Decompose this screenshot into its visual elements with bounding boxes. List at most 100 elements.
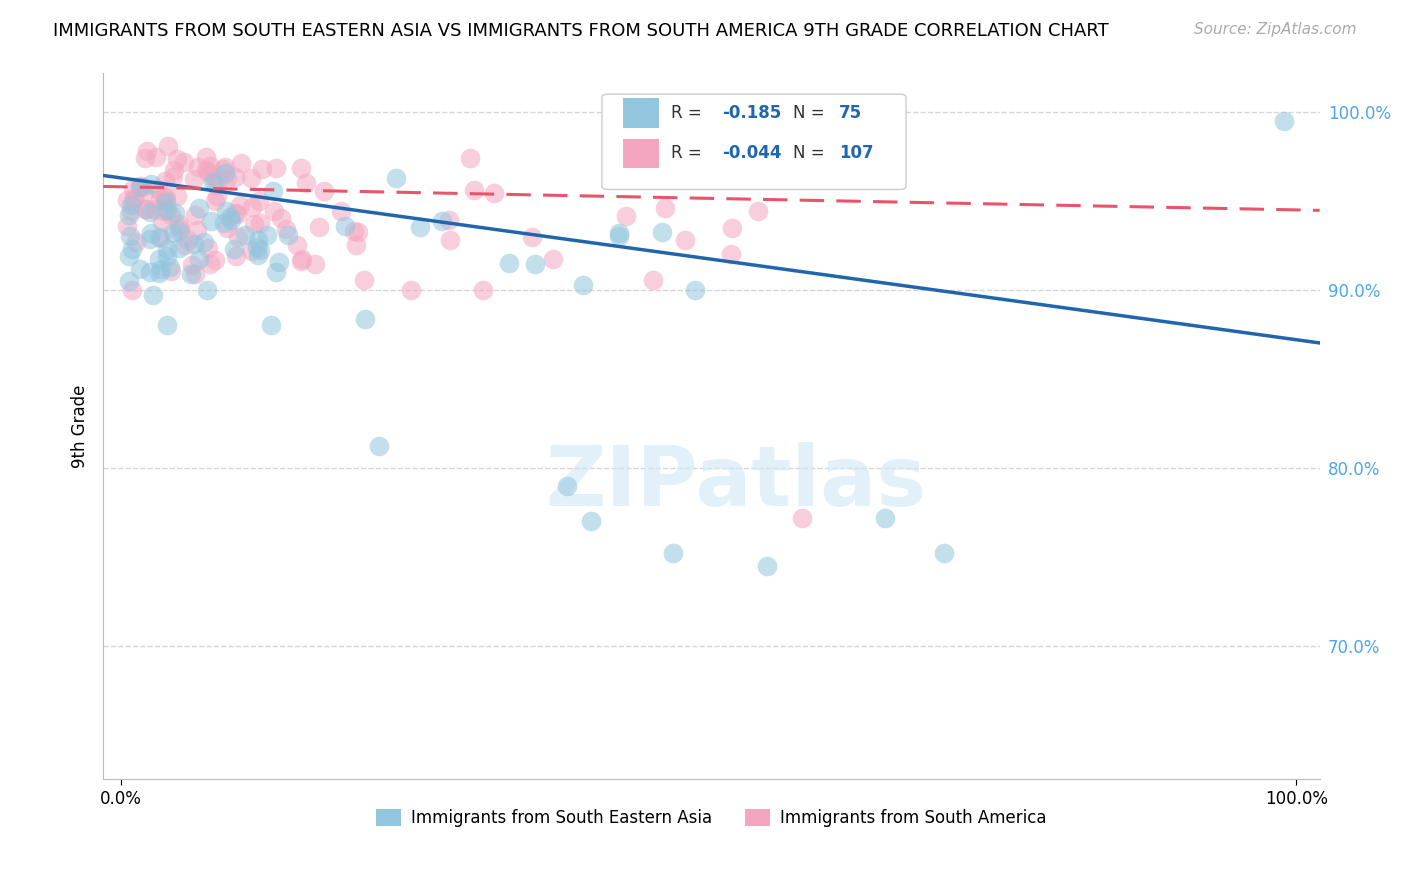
Point: [207, 176, 229, 190]
Point: [756, 558, 779, 573]
Point: [222, 242, 245, 256]
Point: [138, 232, 160, 246]
Point: [153, 203, 176, 218]
Point: [614, 210, 637, 224]
Point: [177, 233, 200, 247]
Point: [243, 217, 266, 231]
Point: [188, 252, 211, 267]
Point: [118, 208, 141, 222]
Point: [262, 185, 284, 199]
Text: IMMIGRANTS FROM SOUTH EASTERN ASIA VS IMMIGRANTS FROM SOUTH AMERICA 9TH GRADE CO: IMMIGRANTS FROM SOUTH EASTERN ASIA VS IM…: [53, 22, 1109, 40]
Point: [270, 211, 292, 226]
Point: [160, 208, 183, 222]
Point: [128, 178, 150, 193]
Point: [205, 178, 228, 193]
Text: Source: ZipAtlas.com: Source: ZipAtlas.com: [1194, 22, 1357, 37]
Point: [226, 229, 249, 244]
Point: [662, 546, 685, 560]
Point: [122, 191, 145, 205]
Legend: Immigrants from South Eastern Asia, Immigrants from South America: Immigrants from South Eastern Asia, Immi…: [370, 803, 1053, 834]
Point: [156, 318, 179, 333]
Point: [215, 171, 238, 186]
Point: [166, 189, 188, 203]
Point: [184, 267, 207, 281]
Point: [484, 186, 506, 200]
Point: [200, 159, 222, 173]
Point: [308, 220, 330, 235]
Text: ZIPatlas: ZIPatlas: [546, 442, 927, 523]
Point: [523, 257, 546, 271]
Text: R =: R =: [671, 104, 707, 122]
Point: [1274, 114, 1296, 128]
Point: [214, 160, 236, 174]
Point: [139, 227, 162, 241]
Point: [188, 201, 211, 215]
Point: [212, 216, 235, 230]
Point: [579, 514, 602, 528]
Point: [198, 257, 221, 271]
Point: [276, 222, 298, 236]
Point: [135, 202, 157, 216]
Point: [156, 202, 179, 217]
Point: [240, 170, 263, 185]
Point: [136, 144, 159, 158]
Point: [142, 288, 165, 302]
Point: [155, 195, 177, 210]
Point: [219, 213, 242, 227]
Point: [409, 220, 432, 235]
Point: [202, 169, 225, 184]
Point: [747, 203, 769, 218]
Point: [520, 229, 543, 244]
Point: [115, 219, 138, 234]
Point: [163, 163, 186, 178]
Point: [353, 311, 375, 326]
Point: [607, 227, 630, 241]
Point: [159, 264, 181, 278]
Point: [246, 233, 269, 247]
Point: [246, 240, 269, 254]
Point: [721, 220, 744, 235]
Point: [195, 283, 218, 297]
Point: [557, 478, 579, 492]
Point: [150, 215, 173, 229]
Point: [260, 318, 283, 333]
Point: [159, 260, 181, 274]
Point: [346, 225, 368, 239]
Point: [683, 283, 706, 297]
Point: [263, 203, 285, 218]
Point: [184, 208, 207, 222]
Point: [224, 170, 246, 185]
Point: [149, 230, 172, 244]
Point: [240, 200, 263, 214]
Point: [343, 224, 366, 238]
Point: [249, 244, 271, 258]
Point: [197, 241, 219, 255]
Point: [792, 510, 814, 524]
Point: [195, 151, 218, 165]
Point: [439, 233, 461, 247]
Point: [162, 226, 184, 240]
Point: [118, 274, 141, 288]
Point: [654, 201, 676, 215]
Point: [240, 244, 263, 258]
Point: [120, 198, 142, 212]
Point: [204, 252, 226, 267]
Point: [141, 178, 163, 192]
Point: [148, 193, 170, 207]
Point: [169, 241, 191, 255]
Point: [149, 262, 172, 277]
Point: [225, 249, 247, 263]
Point: [219, 211, 242, 225]
Point: [333, 219, 356, 233]
Text: N =: N =: [793, 145, 830, 162]
Point: [607, 229, 630, 244]
Point: [249, 216, 271, 230]
Point: [156, 138, 179, 153]
Point: [228, 198, 250, 212]
Point: [247, 194, 270, 208]
Point: [290, 161, 312, 175]
Point: [200, 214, 222, 228]
Point: [720, 247, 742, 261]
Point: [285, 238, 308, 252]
Point: [153, 174, 176, 188]
